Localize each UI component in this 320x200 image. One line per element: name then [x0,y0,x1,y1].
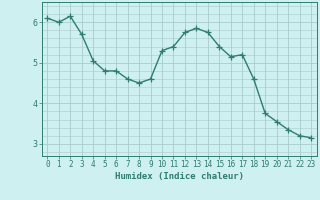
X-axis label: Humidex (Indice chaleur): Humidex (Indice chaleur) [115,172,244,181]
